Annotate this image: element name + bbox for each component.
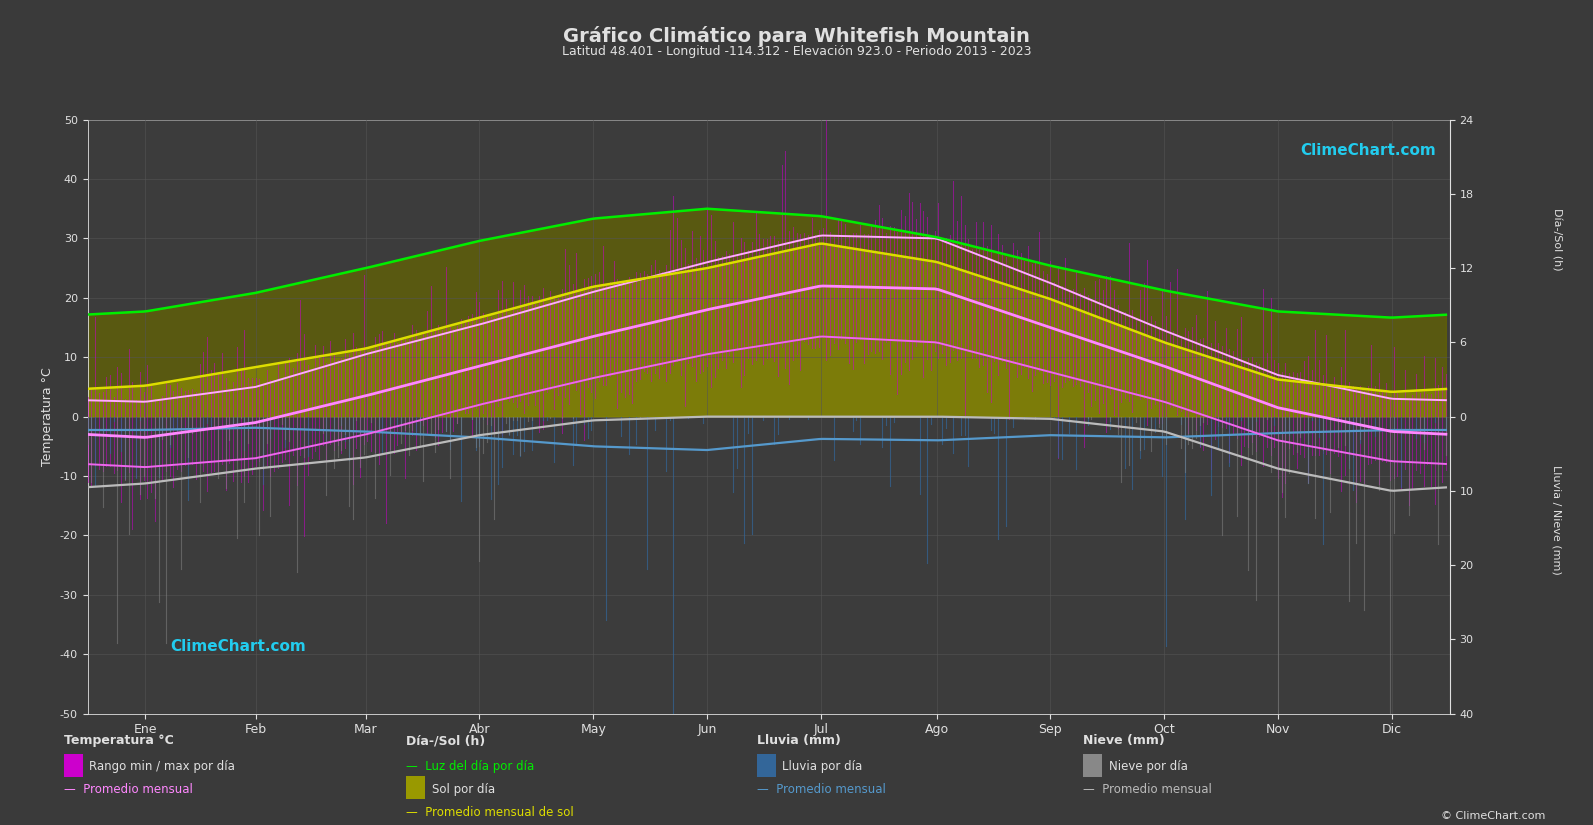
Text: © ClimeChart.com: © ClimeChart.com [1440,811,1545,821]
Text: ClimeChart.com: ClimeChart.com [170,639,306,654]
Text: Gráfico Climático para Whitefish Mountain: Gráfico Climático para Whitefish Mountai… [562,26,1031,46]
Text: Lluvia / Nieve (mm): Lluvia / Nieve (mm) [1552,464,1561,575]
Y-axis label: Temperatura °C: Temperatura °C [41,367,54,466]
Text: —  Promedio mensual de sol: — Promedio mensual de sol [406,806,573,819]
Text: Sol por día: Sol por día [432,783,495,796]
Text: Día-/Sol (h): Día-/Sol (h) [1552,208,1561,271]
Text: —  Promedio mensual: — Promedio mensual [757,783,886,796]
Text: —  Promedio mensual: — Promedio mensual [1083,783,1212,796]
Text: Rango min / max por día: Rango min / max por día [89,760,236,773]
Text: Lluvia (mm): Lluvia (mm) [757,734,841,747]
Text: —  Promedio mensual: — Promedio mensual [64,783,193,796]
Text: Lluvia por día: Lluvia por día [782,760,862,773]
Text: Latitud 48.401 - Longitud -114.312 - Elevación 923.0 - Periodo 2013 - 2023: Latitud 48.401 - Longitud -114.312 - Ele… [562,45,1031,59]
Text: Nieve (mm): Nieve (mm) [1083,734,1164,747]
Text: ClimeChart.com: ClimeChart.com [1300,144,1435,158]
Text: —  Luz del día por día: — Luz del día por día [406,760,535,773]
Text: Nieve por día: Nieve por día [1109,760,1188,773]
Text: Temperatura °C: Temperatura °C [64,734,174,747]
Text: Día-/Sol (h): Día-/Sol (h) [406,734,486,747]
